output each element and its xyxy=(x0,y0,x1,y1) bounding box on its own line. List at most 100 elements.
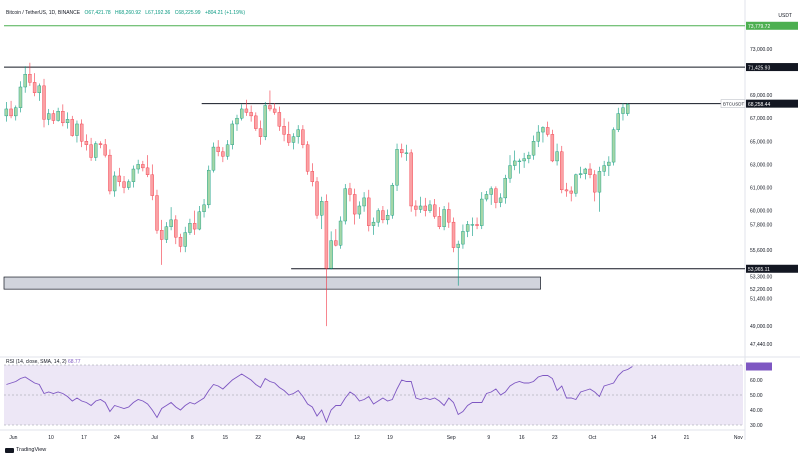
candle xyxy=(301,125,305,149)
price-tick-label: 57,800.00 xyxy=(750,222,772,228)
time-tick-label: 17 xyxy=(81,435,87,441)
candle-body xyxy=(61,111,65,124)
candle-body xyxy=(178,236,183,247)
candle-body xyxy=(310,171,315,182)
candle-body xyxy=(56,111,60,121)
symbol-tag: BTCUSDT xyxy=(723,102,745,107)
candle-body xyxy=(320,201,324,216)
candle xyxy=(42,78,46,128)
rsi-value: 68.77 xyxy=(67,359,81,365)
candle xyxy=(320,196,324,230)
candle xyxy=(56,107,60,122)
candle-body xyxy=(324,201,329,269)
candle-body xyxy=(456,243,460,248)
candle-body xyxy=(484,194,489,200)
candle xyxy=(611,127,616,166)
candle xyxy=(517,158,522,174)
level-label: 73,779.72 xyxy=(748,24,770,30)
candle xyxy=(211,142,216,173)
candle xyxy=(456,240,460,286)
candle-body xyxy=(272,108,277,113)
price-tick-label: 47,440.00 xyxy=(750,342,772,348)
candle-body xyxy=(465,224,470,232)
candle xyxy=(390,182,395,219)
level-label-bg xyxy=(746,21,798,30)
candle xyxy=(65,112,70,129)
candle xyxy=(541,126,545,143)
price-tick-label: 69,000.00 xyxy=(750,93,772,99)
candle-body xyxy=(498,197,503,203)
rsi-title[interactable]: RSI (14, close, SMA, 14, 2) xyxy=(6,359,67,365)
candle-body xyxy=(593,174,597,193)
candle xyxy=(376,208,380,227)
candle xyxy=(277,106,282,131)
candle-body xyxy=(400,149,404,154)
candle-body xyxy=(395,149,399,186)
candle-body xyxy=(480,198,484,226)
candle-body xyxy=(155,195,159,231)
candle-body xyxy=(263,105,267,137)
price-tick-label: 55,600.00 xyxy=(750,248,772,254)
candle xyxy=(513,150,517,171)
candle xyxy=(296,125,300,144)
rsi-line xyxy=(6,366,633,424)
candle-body xyxy=(404,152,409,154)
candle xyxy=(522,152,526,168)
candle-body xyxy=(211,146,216,171)
candle xyxy=(131,165,136,188)
symbol-legend: Bitcoin / TetherUS, 1D, BINANCE O67,421.… xyxy=(6,10,248,16)
low-value: L67,192.36 xyxy=(145,10,171,16)
candle xyxy=(597,166,602,212)
candle xyxy=(174,215,178,245)
price-tick-label: 51,400.00 xyxy=(750,296,772,302)
candle xyxy=(616,107,620,133)
currency-label[interactable]: USDT xyxy=(778,13,792,19)
candle-body xyxy=(437,216,442,227)
time-tick-label: Oct xyxy=(588,435,596,441)
candle xyxy=(414,200,418,217)
candle xyxy=(545,121,550,137)
price-tick-label: 73,000.00 xyxy=(750,47,772,53)
rsi-tick-label: 30.00 xyxy=(750,423,763,429)
candle xyxy=(61,104,65,127)
candle-body xyxy=(174,219,178,238)
candle xyxy=(385,209,390,225)
candle xyxy=(18,81,23,113)
candle-body xyxy=(625,104,630,114)
candle-body xyxy=(127,181,131,188)
candle-body xyxy=(150,174,154,196)
tradingview-logo[interactable]: TradingView xyxy=(5,447,46,453)
time-tick-label: 9 xyxy=(487,435,490,441)
price-tick-label: 53,300.00 xyxy=(750,274,772,280)
candle-body xyxy=(70,119,74,136)
candle-body xyxy=(531,141,536,156)
candle-body xyxy=(202,204,206,212)
price-tick-label: 49,000.00 xyxy=(750,324,772,330)
candle xyxy=(461,224,465,249)
candle xyxy=(117,167,122,187)
candle-body xyxy=(141,164,145,169)
candle xyxy=(79,119,84,148)
candle-body xyxy=(522,158,526,162)
level-label-bg xyxy=(746,264,798,273)
price-tick-label: 52,200.00 xyxy=(750,287,772,293)
symbol-title[interactable]: Bitcoin / TetherUS, 1D, BINANCE xyxy=(6,10,81,16)
candle xyxy=(343,184,347,225)
candle-body xyxy=(357,205,362,215)
candle xyxy=(583,167,588,180)
candle-body xyxy=(235,117,239,125)
rsi-legend: RSI (14, close, SMA, 14, 2) 68.77 xyxy=(6,359,81,365)
candle-body xyxy=(207,169,211,206)
candle-body xyxy=(230,123,234,145)
candle-body xyxy=(131,168,136,182)
candle-body xyxy=(574,174,578,194)
candle xyxy=(437,207,442,230)
candle-body xyxy=(494,188,498,203)
candle xyxy=(470,217,475,237)
candle xyxy=(272,103,277,115)
candle xyxy=(310,163,315,187)
candle xyxy=(593,170,597,202)
candle-body xyxy=(390,184,395,216)
candle xyxy=(268,90,272,112)
